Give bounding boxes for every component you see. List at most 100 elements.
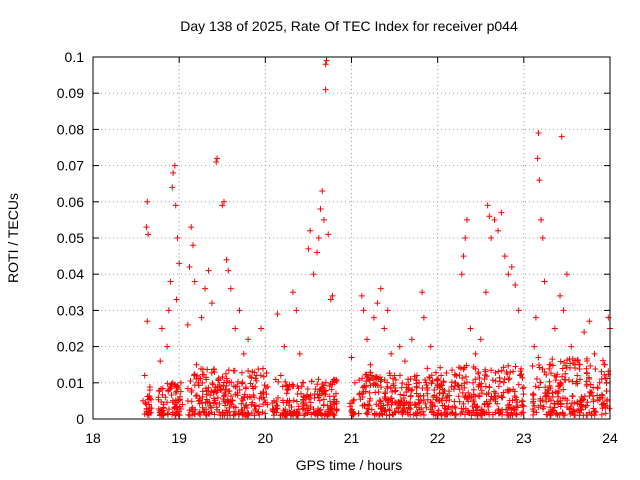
data-point bbox=[472, 376, 479, 383]
data-point bbox=[192, 393, 199, 400]
data-point bbox=[377, 384, 384, 391]
data-point bbox=[325, 231, 332, 238]
data-point bbox=[431, 387, 438, 394]
data-point bbox=[165, 307, 172, 314]
x-tick-label: 22 bbox=[430, 430, 446, 446]
data-point bbox=[236, 307, 243, 314]
data-point bbox=[581, 329, 588, 336]
data-point bbox=[170, 169, 177, 176]
data-point bbox=[157, 358, 164, 365]
data-point bbox=[603, 398, 610, 405]
data-point bbox=[389, 375, 396, 382]
data-point bbox=[529, 362, 536, 369]
data-point bbox=[229, 397, 236, 404]
data-point bbox=[433, 376, 440, 383]
data-point bbox=[320, 216, 327, 223]
data-point bbox=[248, 374, 255, 381]
data-point bbox=[364, 336, 371, 343]
data-point bbox=[222, 402, 229, 409]
data-point bbox=[541, 278, 548, 285]
data-point bbox=[218, 386, 225, 393]
data-point bbox=[463, 379, 470, 386]
data-point bbox=[498, 367, 505, 374]
data-point bbox=[564, 397, 571, 404]
data-point bbox=[435, 397, 442, 404]
data-point bbox=[146, 401, 153, 408]
data-point bbox=[552, 377, 559, 384]
data-point bbox=[455, 393, 462, 400]
data-point bbox=[274, 394, 281, 401]
data-point bbox=[171, 162, 178, 169]
data-point bbox=[168, 382, 175, 389]
data-point bbox=[506, 397, 513, 404]
data-point bbox=[546, 378, 553, 385]
data-point bbox=[489, 411, 496, 418]
data-point bbox=[144, 198, 151, 205]
plot-frame bbox=[92, 56, 611, 420]
data-point bbox=[350, 397, 357, 404]
data-point bbox=[561, 376, 568, 383]
data-point bbox=[448, 409, 455, 416]
data-point bbox=[540, 403, 547, 410]
data-point bbox=[496, 410, 503, 417]
data-point bbox=[374, 382, 381, 389]
data-point bbox=[449, 367, 456, 374]
data-point bbox=[202, 285, 209, 292]
data-point bbox=[157, 409, 164, 416]
data-point bbox=[156, 388, 163, 395]
data-point bbox=[369, 375, 376, 382]
data-point bbox=[465, 389, 472, 396]
data-point bbox=[243, 412, 250, 419]
data-point bbox=[513, 403, 520, 410]
data-point bbox=[520, 384, 527, 391]
data-point bbox=[554, 371, 561, 378]
data-point bbox=[518, 371, 525, 378]
data-point bbox=[360, 388, 367, 395]
data-point bbox=[536, 364, 543, 371]
data-point bbox=[506, 375, 513, 382]
data-point bbox=[188, 387, 195, 394]
data-point bbox=[412, 377, 419, 384]
data-point bbox=[356, 377, 363, 384]
data-point bbox=[518, 365, 525, 372]
data-point bbox=[208, 300, 215, 307]
data-point bbox=[549, 356, 556, 363]
data-point bbox=[252, 406, 259, 413]
data-point bbox=[378, 400, 385, 407]
data-point bbox=[333, 408, 340, 415]
data-point bbox=[238, 400, 245, 407]
data-point bbox=[314, 391, 321, 398]
data-point bbox=[555, 401, 562, 408]
data-point bbox=[299, 406, 306, 413]
data-point bbox=[569, 400, 576, 407]
data-point bbox=[424, 396, 431, 403]
data-point bbox=[310, 406, 317, 413]
data-point bbox=[144, 318, 151, 325]
data-point bbox=[304, 386, 311, 393]
data-point bbox=[464, 407, 471, 414]
data-point bbox=[598, 411, 605, 418]
data-point bbox=[485, 409, 492, 416]
data-point bbox=[371, 410, 378, 417]
data-point bbox=[209, 380, 216, 387]
data-point bbox=[494, 400, 501, 407]
data-point bbox=[515, 307, 522, 314]
data-point bbox=[164, 411, 171, 418]
data-point bbox=[429, 409, 436, 416]
data-point bbox=[222, 370, 229, 377]
data-point bbox=[424, 384, 431, 391]
y-tick-label: 0 bbox=[76, 411, 84, 427]
data-point bbox=[550, 407, 557, 414]
data-point bbox=[225, 398, 232, 405]
data-point bbox=[286, 402, 293, 409]
data-point bbox=[238, 380, 245, 387]
data-point bbox=[443, 394, 450, 401]
data-point bbox=[459, 389, 466, 396]
data-point bbox=[477, 336, 484, 343]
data-point bbox=[144, 393, 151, 400]
data-point bbox=[230, 367, 237, 374]
data-point bbox=[603, 388, 610, 395]
data-point bbox=[445, 403, 452, 410]
data-point bbox=[281, 343, 288, 350]
data-point bbox=[212, 399, 219, 406]
